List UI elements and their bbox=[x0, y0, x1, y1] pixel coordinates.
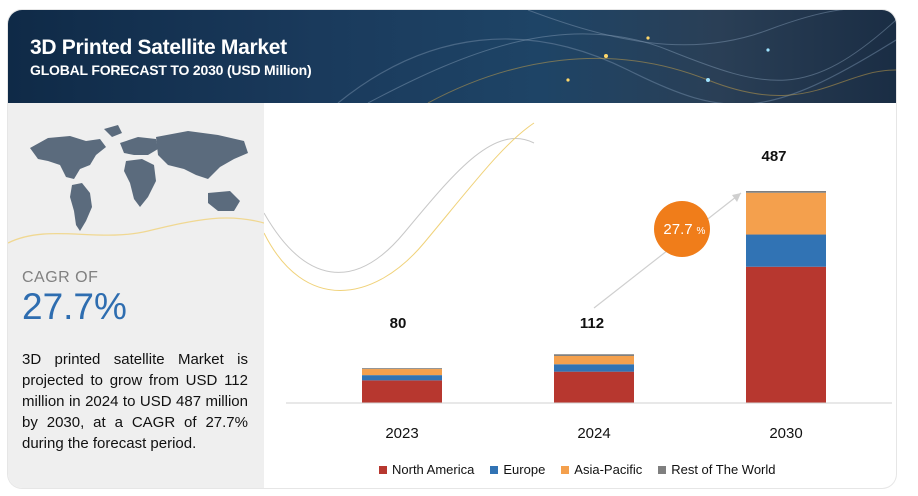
legend-item-europe: Europe bbox=[490, 462, 545, 477]
stacked-bar-chart: 2023 2024 2030 80 112 487 27.7 % bbox=[264, 122, 892, 442]
market-description: 3D printed satellite Market is projected… bbox=[22, 351, 248, 452]
legend-swatch bbox=[561, 465, 570, 474]
x-tick-label: 2024 bbox=[577, 425, 610, 442]
chart-title: 3D Printed Satellite Market bbox=[30, 36, 287, 59]
bar-segment-asia-pacific-2024 bbox=[554, 355, 634, 365]
legend-label: North America bbox=[392, 462, 475, 477]
bar-segment-rest-of-the-world-2024 bbox=[554, 354, 634, 356]
bar-total-label: 487 bbox=[761, 148, 786, 165]
legend-label: Rest of The World bbox=[671, 462, 776, 477]
total-labels: 80 112 487 bbox=[390, 148, 787, 332]
bar-segment-asia-pacific-2030 bbox=[746, 192, 826, 235]
world-map-icon bbox=[8, 125, 264, 244]
cagr-label: CAGR OF bbox=[22, 269, 99, 286]
bar-segment-europe-2030 bbox=[746, 234, 826, 267]
bar-segment-europe-2023 bbox=[362, 375, 442, 381]
bar-segment-rest-of-the-world-2023 bbox=[362, 368, 442, 370]
cagr-badge-unit: % bbox=[697, 226, 706, 237]
infographic-card: 3D Printed Satellite Market GLOBAL FOREC… bbox=[8, 10, 896, 488]
bar-total-label: 80 bbox=[390, 315, 407, 332]
header-banner: 3D Printed Satellite Market GLOBAL FOREC… bbox=[8, 10, 896, 103]
header-decoration bbox=[337, 10, 896, 103]
legend-item-north-america: North America bbox=[379, 462, 474, 477]
cagr-value: 27.7% bbox=[22, 286, 127, 327]
legend-swatch bbox=[658, 465, 667, 474]
legend-label: Asia-Pacific bbox=[574, 462, 643, 477]
bar-segment-north-america-2023 bbox=[362, 380, 442, 403]
summary-panel: CAGR OF 27.7% 3D printed satellite Marke… bbox=[8, 103, 264, 488]
bar-segment-asia-pacific-2023 bbox=[362, 369, 442, 376]
x-tick-labels: 2023 2024 2030 bbox=[385, 425, 802, 442]
bar-segment-north-america-2024 bbox=[554, 371, 634, 403]
bar-series-group bbox=[362, 191, 826, 403]
bar-segment-europe-2024 bbox=[554, 364, 634, 372]
cagr-badge-circle bbox=[654, 201, 710, 257]
legend-item-rest-of-world: Rest of The World bbox=[658, 462, 776, 477]
decorative-curves bbox=[264, 122, 535, 291]
bar-segment-north-america-2030 bbox=[746, 266, 826, 403]
x-tick-label: 2023 bbox=[385, 425, 418, 442]
legend-label: Europe bbox=[503, 462, 546, 477]
chart-subtitle: GLOBAL FORECAST TO 2030 (USD Million) bbox=[30, 62, 312, 78]
legend-item-asia-pacific: Asia-Pacific bbox=[561, 462, 642, 477]
legend-swatch bbox=[490, 465, 499, 474]
x-tick-label: 2030 bbox=[769, 425, 802, 442]
legend: North America Europe Asia-Pacific Rest o… bbox=[379, 462, 776, 477]
legend-swatch bbox=[379, 465, 387, 474]
bar-segment-rest-of-the-world-2030 bbox=[746, 191, 826, 193]
cagr-badge: 27.7 % bbox=[654, 201, 710, 257]
cagr-badge-value: 27.7 bbox=[663, 221, 692, 238]
bar-total-label: 112 bbox=[580, 315, 604, 332]
